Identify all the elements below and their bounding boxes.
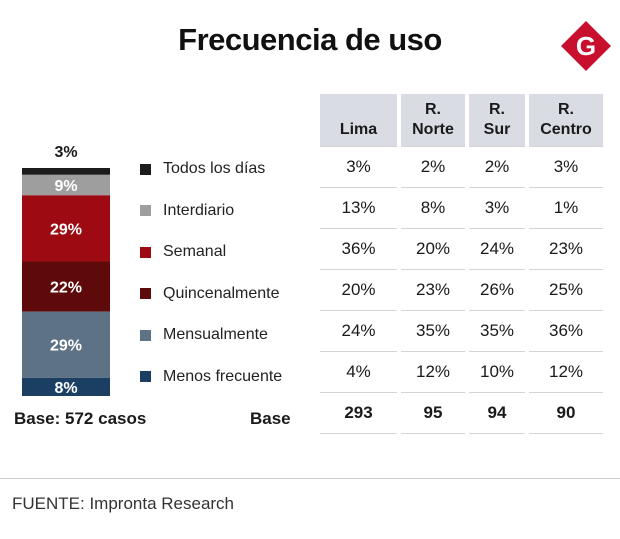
segment-label: 8% [54, 380, 77, 396]
column-header: R. Centro [527, 94, 607, 147]
segment-label: 29% [50, 221, 82, 238]
table-cell: 12% [527, 351, 607, 393]
table-cell: 35% [467, 310, 529, 352]
legend-label: Menos frecuente [163, 367, 283, 385]
base-count: Base: 572 casos [14, 409, 147, 428]
table-cell: 24% [467, 228, 529, 270]
bar-segment [22, 174, 110, 196]
divider [0, 478, 620, 479]
legend-label: Semanal [163, 243, 227, 260]
legend-item: Semanal [140, 241, 226, 263]
table-cell: 20% [399, 228, 469, 270]
base-label: Base [250, 409, 291, 428]
legend-swatch [140, 246, 151, 258]
legend-item: Todos los días [140, 158, 265, 180]
table-cell: 36% [527, 310, 607, 352]
bar-segment [22, 261, 110, 312]
bar-segment [22, 168, 110, 175]
stacked-bar: 9% 29% 22% 29% 8% [22, 168, 110, 396]
segment-label: 9% [54, 178, 77, 195]
segment-label: 22% [50, 280, 82, 297]
legend-item: Menos frecuente [140, 366, 282, 388]
legend-item: Mensualmente [140, 324, 268, 346]
stack-top-label: 3% [54, 144, 78, 161]
legend-swatch [140, 288, 151, 299]
table-cell: 1% [527, 187, 607, 229]
stacked-bar-svg: 9% 29% 22% 29% 8% [22, 168, 110, 396]
base-cell: 293 [320, 392, 401, 434]
source-note: FUENTE: Impronta Research [12, 494, 235, 513]
bar-segment [22, 311, 110, 378]
brand-logo: G [561, 21, 611, 71]
table-header-row: Lima R. Norte R. Sur R. Centro [320, 94, 607, 147]
logo-letter: G [576, 31, 596, 61]
table-cell: 23% [399, 269, 469, 311]
base-cell: 94 [467, 392, 529, 434]
legend-item: Interdiario [140, 200, 234, 222]
page-title: Frecuencia de uso [178, 22, 442, 57]
bar-segment [22, 195, 110, 262]
table-cell: 3% [527, 146, 607, 188]
table-cell: 24% [320, 310, 401, 352]
table-cell: 8% [399, 187, 469, 229]
legend-label: Interdiario [163, 201, 235, 219]
legend-label: Mensualmente [163, 326, 268, 343]
table-cell: 2% [399, 146, 469, 188]
table-cell: 35% [399, 310, 469, 352]
table-cell: 20% [320, 269, 401, 311]
segment-label: 29% [50, 338, 82, 355]
column-header: R. Sur [467, 94, 529, 147]
bar-segment [22, 377, 110, 396]
legend-swatch [140, 205, 151, 216]
table-row: 4% 12% 10% 12% [320, 351, 607, 393]
table-cell: 3% [320, 146, 401, 188]
legend-item: Quincenalmente [140, 283, 280, 305]
base-cell: 90 [527, 392, 607, 434]
table-row: 20% 23% 26% 25% [320, 269, 607, 311]
table-cell: 26% [467, 269, 529, 311]
legend-label: Quincenalmente [163, 284, 280, 302]
table-cell: 3% [467, 187, 529, 229]
table-row: 36% 20% 24% 23% [320, 228, 607, 270]
table-cell: 13% [320, 187, 401, 229]
column-header: Lima [320, 94, 401, 147]
table-row: 24% 35% 35% 36% [320, 310, 607, 352]
base-cell: 95 [399, 392, 469, 434]
legend-swatch [140, 163, 151, 175]
legend-swatch [140, 371, 151, 382]
table-row: 3% 2% 2% 3% [320, 146, 607, 188]
column-header: R. Norte [399, 94, 469, 147]
table-cell: 10% [467, 351, 529, 393]
table-cell: 12% [399, 351, 469, 393]
table-cell: 2% [467, 146, 529, 188]
base-row: 293 95 94 90 [320, 392, 607, 434]
table-cell: 36% [320, 228, 401, 270]
table-cell: 25% [527, 269, 607, 311]
table-row: 13% 8% 3% 1% [320, 187, 607, 229]
table-cell: 23% [527, 228, 607, 270]
legend-swatch [140, 329, 151, 341]
table-cell: 4% [320, 351, 401, 393]
frequency-table: Lima R. Norte R. Sur R. Centro 3% 2% 2% 3% 13% 8… [320, 94, 607, 434]
legend-label: Todos los días [163, 160, 266, 177]
